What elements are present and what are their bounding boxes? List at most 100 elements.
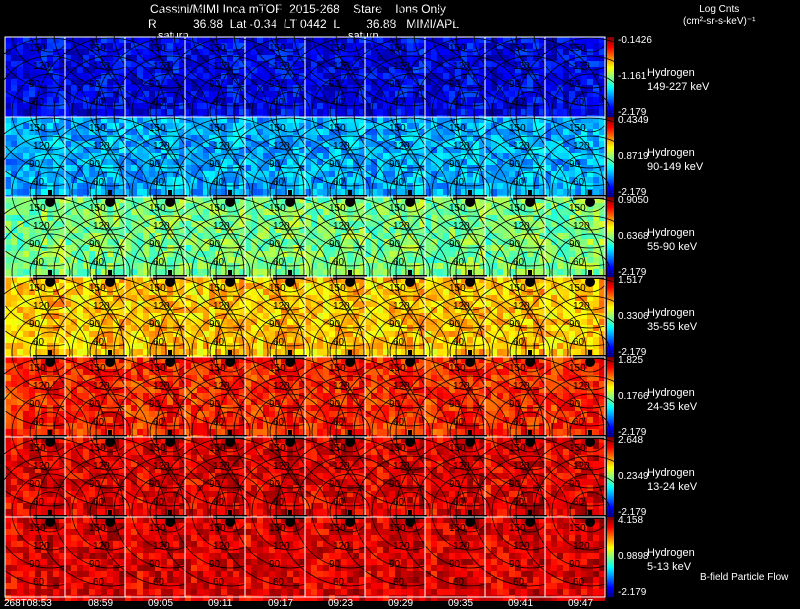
contour-label: 120: [153, 461, 170, 472]
contour-arc: [533, 135, 647, 249]
contour-arc: [89, 11, 131, 53]
species-label: Hydrogen: [647, 67, 695, 79]
contour-arc: [0, 357, 125, 507]
contour-arc: [293, 215, 407, 329]
contour-label: 60: [333, 257, 345, 268]
contour-label: 60: [273, 577, 285, 588]
contour-label: 60: [153, 417, 165, 428]
contour-arc: [515, 197, 665, 347]
contour-label: 150: [569, 443, 586, 454]
contour-arc: [215, 437, 365, 587]
contour-arc: [149, 411, 191, 453]
contour-arc: [551, 233, 629, 311]
contour-arc: [35, 37, 185, 187]
contour-label: 120: [333, 381, 350, 392]
contour-arc: [29, 331, 71, 373]
contour-label: 60: [93, 97, 105, 108]
contour-arc: [11, 313, 89, 391]
crosshair-v: [588, 190, 592, 202]
contour-arc: [191, 153, 269, 231]
contour-label: 120: [213, 381, 230, 392]
crosshair-v: [108, 270, 112, 282]
contour-arc: [209, 171, 251, 213]
contour-arc: [509, 491, 551, 533]
contour-arc: [29, 251, 71, 293]
crosshair-v: [48, 190, 52, 202]
species-label: Hydrogen: [647, 147, 695, 159]
time-tick-label: 09:17: [268, 598, 294, 609]
contour-label: 90: [509, 239, 521, 250]
contour-label: 90: [509, 559, 521, 570]
contour-arc: [455, 277, 605, 427]
contour-arc: [155, 437, 305, 587]
contour-label: 120: [393, 301, 410, 312]
contour-label: 120: [573, 301, 590, 312]
colorbar-min: -2.179: [618, 427, 647, 438]
colorbar-min: -2.179: [618, 267, 647, 278]
contour-arc: [389, 491, 431, 533]
contour-label: 120: [393, 381, 410, 392]
contour-arc: [149, 491, 191, 533]
contour-arc: [311, 73, 389, 151]
contour-arc: [389, 411, 431, 453]
contour-label: 60: [273, 417, 285, 428]
crosshair-v: [348, 350, 352, 362]
contour-arc: [551, 0, 629, 71]
contour-arc: [413, 455, 527, 569]
crosshair-v: [348, 430, 352, 442]
contour-label: 120: [273, 301, 290, 312]
contour-label: 120: [393, 461, 410, 472]
crosshair-v: [408, 190, 412, 202]
contour-label: 60: [213, 177, 225, 188]
contour-label: 60: [33, 417, 45, 428]
contour-label: 120: [453, 461, 470, 472]
contour-arc: [431, 313, 509, 391]
contour-arc: [329, 11, 371, 53]
contour-label: 90: [269, 79, 281, 90]
contour-arc: [431, 73, 509, 151]
contour-arc: [569, 331, 611, 373]
crosshair-v: [528, 510, 532, 522]
contour-arc: [89, 331, 131, 373]
contour-arc: [191, 473, 269, 551]
contour-arc: [353, 135, 467, 249]
crosshair-v: [468, 350, 472, 362]
contour-arc: [371, 233, 449, 311]
contour-label: 120: [333, 301, 350, 312]
contour-label: 60: [513, 577, 525, 588]
contour-arc: [11, 233, 89, 311]
contour-label: 90: [89, 239, 101, 250]
contour-arc: [149, 171, 191, 213]
contour-arc: [95, 197, 245, 347]
contour-label: 60: [513, 417, 525, 428]
colorbar: [607, 357, 614, 438]
contour-arc: [353, 295, 467, 409]
contour-arc: [155, 0, 305, 107]
contour-arc: [293, 135, 407, 249]
species-label: Hydrogen: [647, 227, 695, 239]
contour-arc: [335, 277, 485, 427]
colorbar: [607, 197, 614, 278]
contour-arc: [0, 277, 125, 427]
contour-arc: [515, 357, 665, 507]
contour-label: 60: [33, 337, 45, 348]
contour-arc: [395, 197, 545, 347]
contour-label: 90: [29, 319, 41, 330]
contour-label: 60: [273, 97, 285, 108]
contour-arc: [293, 295, 407, 409]
contour-arc: [449, 491, 491, 533]
contour-label: 120: [393, 221, 410, 232]
contour-label: 90: [449, 319, 461, 330]
colorbar: [607, 117, 614, 198]
contour-label: 120: [393, 141, 410, 152]
contour-arc: [491, 313, 569, 391]
contour-arc: [0, 117, 125, 267]
contour-arc: [113, 295, 227, 409]
contour-label: 90: [209, 399, 221, 410]
bfield-flow-label: B-field Particle Flow: [700, 572, 789, 583]
contour-arc: [0, 197, 125, 347]
contour-label: 150: [569, 123, 586, 134]
contour-label: 60: [213, 497, 225, 508]
